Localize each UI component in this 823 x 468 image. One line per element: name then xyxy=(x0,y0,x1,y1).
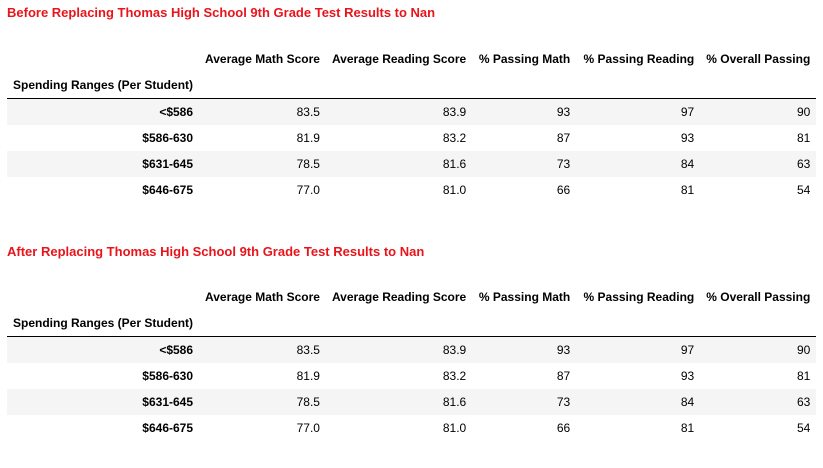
cell: 93 xyxy=(556,105,571,119)
index-name: Spending Ranges (Per Student) xyxy=(7,310,200,337)
section-title-before: Before Replacing Thomas High School 9th … xyxy=(7,5,436,20)
table-row: $631-645 78.5 81.6 73 84 63 xyxy=(7,151,817,177)
cell: 63 xyxy=(796,157,811,171)
row-label: <$586 xyxy=(159,105,194,119)
cell: 83.2 xyxy=(442,131,467,145)
section-title-after: After Replacing Thomas High School 9th G… xyxy=(7,244,425,259)
col-header: Average Math Score xyxy=(205,289,320,304)
column-header-row: Average Math Score Average Reading Score… xyxy=(7,45,816,72)
cell: 73 xyxy=(556,395,571,409)
row-label: $586-630 xyxy=(142,369,194,383)
cell: 66 xyxy=(556,421,571,435)
table-row: <$586 83.5 83.9 93 97 90 xyxy=(7,98,817,125)
cell: 81.6 xyxy=(442,395,467,409)
col-header: Average Reading Score xyxy=(331,289,467,304)
cell: 83.2 xyxy=(442,369,467,383)
blank-corner xyxy=(7,283,199,310)
row-label: $646-675 xyxy=(142,421,194,435)
col-header: % Passing Math xyxy=(478,51,571,66)
cell: 97 xyxy=(680,105,695,119)
summary-table-after: Average Math Score Average Reading Score… xyxy=(7,283,817,441)
row-label: $631-645 xyxy=(142,157,194,171)
cell: 54 xyxy=(796,183,811,197)
col-header: % Passing Reading xyxy=(583,51,695,66)
table-row: $586-630 81.9 83.2 87 93 81 xyxy=(7,363,817,389)
column-header-row: Average Math Score Average Reading Score… xyxy=(7,283,816,310)
cell: 73 xyxy=(556,157,571,171)
row-label: $631-645 xyxy=(142,395,194,409)
cell: 81.9 xyxy=(296,131,320,145)
cell: 81 xyxy=(796,131,811,145)
cell: 97 xyxy=(680,343,695,357)
index-header-row: Spending Ranges (Per Student) xyxy=(7,72,817,99)
col-header: % Passing Reading xyxy=(583,289,695,304)
table-row: $586-630 81.9 83.2 87 93 81 xyxy=(7,125,817,151)
cell: 63 xyxy=(796,395,811,409)
col-header: % Overall Passing xyxy=(706,289,811,304)
cell: 84 xyxy=(680,395,695,409)
col-header: Average Math Score xyxy=(205,51,320,66)
table-row: $631-645 78.5 81.6 73 84 63 xyxy=(7,389,817,415)
row-label: $586-630 xyxy=(142,131,194,145)
table-row: $646-675 77.0 81.0 66 81 54 xyxy=(7,177,817,203)
col-header: Average Reading Score xyxy=(331,51,467,66)
cell: 81.9 xyxy=(296,369,320,383)
cell: 93 xyxy=(680,369,695,383)
index-name: Spending Ranges (Per Student) xyxy=(7,72,200,99)
cell: 81 xyxy=(680,421,695,435)
table-row: $646-675 77.0 81.0 66 81 54 xyxy=(7,415,817,441)
cell: 83.9 xyxy=(442,105,467,119)
cell: 77.0 xyxy=(296,183,320,197)
cell: 87 xyxy=(556,131,571,145)
row-label: $646-675 xyxy=(142,183,194,197)
summary-table-before: Average Math Score Average Reading Score… xyxy=(7,45,817,203)
cell: 83.5 xyxy=(296,105,320,119)
cell: 66 xyxy=(556,183,571,197)
table-row: <$586 83.5 83.9 93 97 90 xyxy=(7,336,817,363)
cell: 81 xyxy=(680,183,695,197)
cell: 78.5 xyxy=(296,395,320,409)
cell: 81 xyxy=(796,369,811,383)
cell: 90 xyxy=(796,105,811,119)
cell: 54 xyxy=(796,421,811,435)
cell: 78.5 xyxy=(296,157,320,171)
col-header: % Overall Passing xyxy=(706,51,811,66)
col-header: % Passing Math xyxy=(478,289,571,304)
cell: 83.5 xyxy=(296,343,320,357)
cell: 93 xyxy=(556,343,571,357)
cell: 84 xyxy=(680,157,695,171)
row-label: <$586 xyxy=(159,343,194,357)
cell: 87 xyxy=(556,369,571,383)
cell: 81.0 xyxy=(442,183,467,197)
cell: 83.9 xyxy=(442,343,467,357)
cell: 90 xyxy=(796,343,811,357)
cell: 77.0 xyxy=(296,421,320,435)
index-header-row: Spending Ranges (Per Student) xyxy=(7,310,817,337)
cell: 93 xyxy=(680,131,695,145)
blank-corner xyxy=(7,45,199,72)
cell: 81.0 xyxy=(442,421,467,435)
cell: 81.6 xyxy=(442,157,467,171)
